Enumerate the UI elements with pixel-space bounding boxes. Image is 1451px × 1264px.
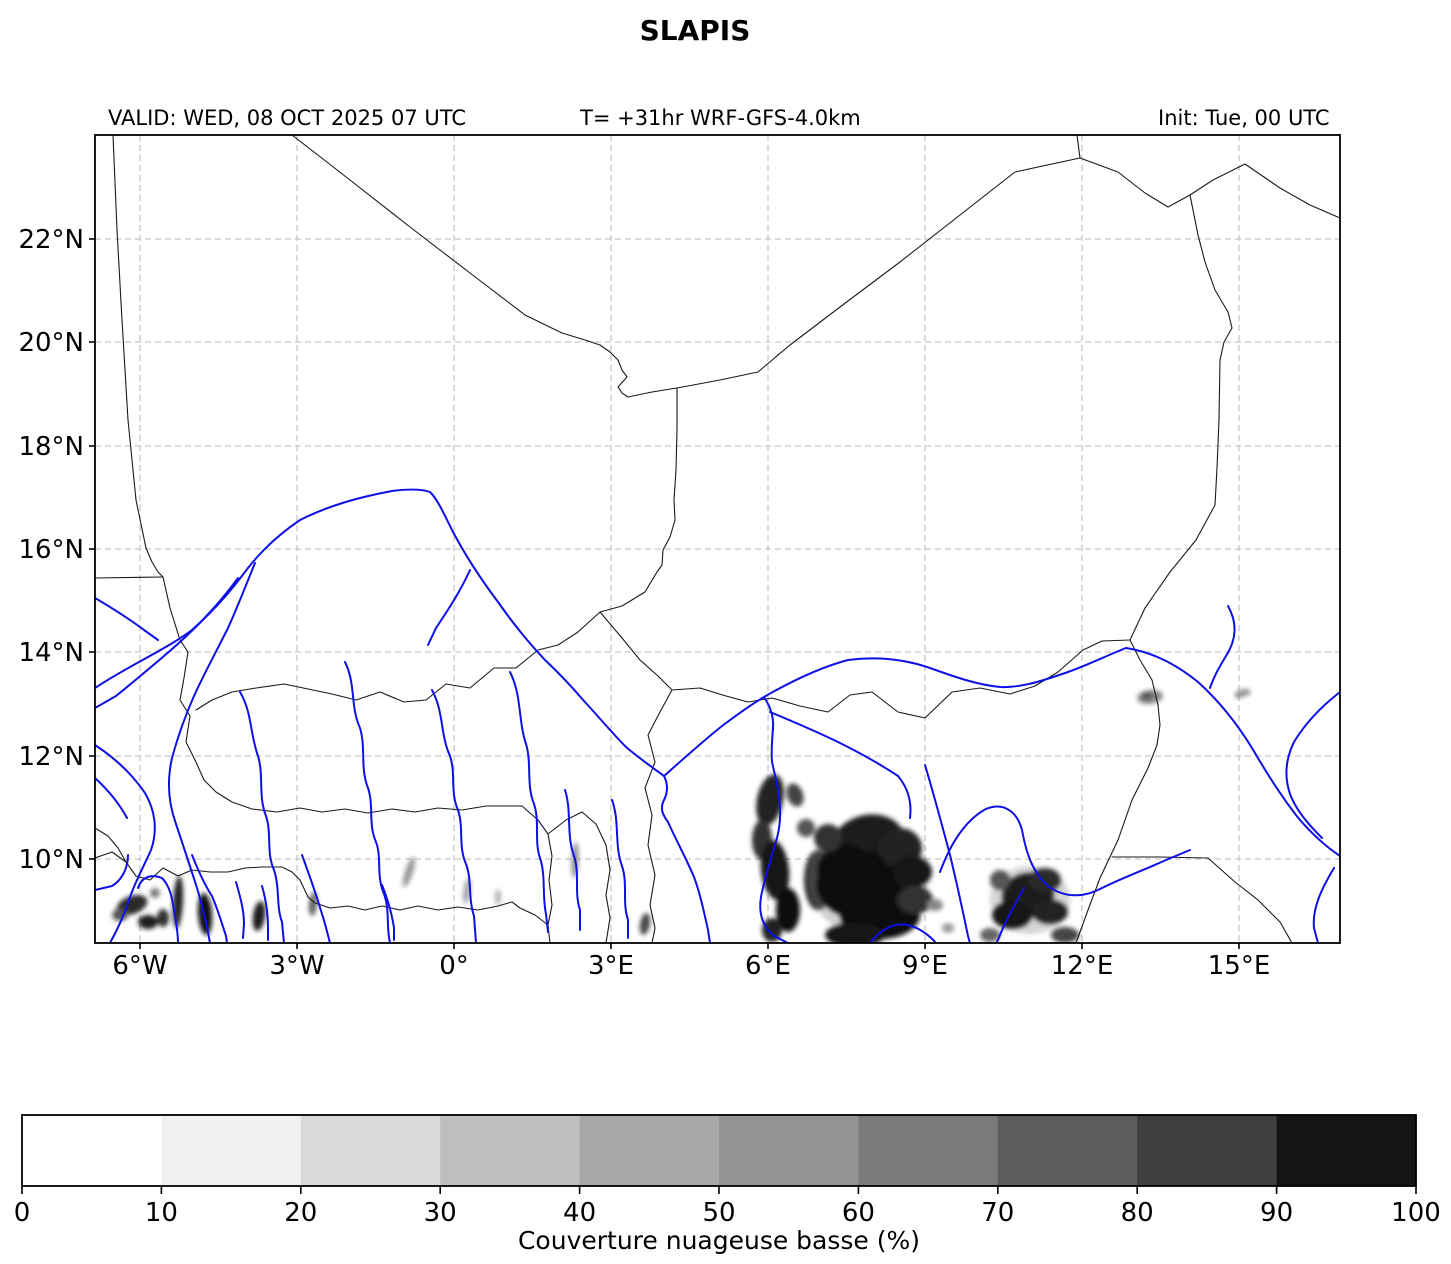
colorbar-segment [440,1115,581,1186]
y-axis-tick-labels: 22°N 20°N 18°N 16°N 14°N 12°N 10°N [18,225,84,875]
colorbar-tick-marks [21,1186,1417,1194]
colorbar-tick-labels: 0 10 20 30 40 50 60 70 80 90 100 [14,1198,1441,1228]
init-time-text: Init: Tue, 00 UTC [1158,106,1330,130]
colorbar-tick-label: 0 [14,1198,31,1228]
x-tick-label: 15°E [1208,951,1271,981]
colorbar-segment [1276,1115,1417,1186]
colorbar-segment [1137,1115,1278,1186]
colorbar-label: Couverture nuageuse basse (%) [518,1226,920,1255]
colorbar-segment [579,1115,720,1186]
axis-tick-marks [89,238,1240,949]
y-tick-label: 12°N [18,742,84,772]
colorbar-tick-label: 90 [1260,1198,1293,1228]
y-tick-label: 16°N [18,535,84,565]
x-tick-label: 3°E [588,951,634,981]
x-tick-label: 6°W [112,951,167,981]
y-tick-label: 20°N [18,328,84,358]
y-tick-label: 18°N [18,432,84,462]
x-axis-tick-labels: 6°W 3°W 0° 3°E 6°E 9°E 12°E 15°E [112,951,1270,981]
colorbar-tick-label: 40 [563,1198,596,1228]
colorbar-segment [300,1115,441,1186]
y-tick-label: 14°N [18,638,84,668]
valid-time-text: VALID: WED, 08 OCT 2025 07 UTC [108,106,466,130]
colorbar-tick-label: 20 [284,1198,317,1228]
colorbar-segment [719,1115,859,1186]
model-leadtime-text: T= +31hr WRF-GFS-4.0km [579,106,861,130]
colorbar-tick-label: 80 [1121,1198,1154,1228]
colorbar-segment [22,1115,162,1186]
grid-lines [95,135,1340,943]
x-tick-label: 3°W [269,951,324,981]
country-borders [95,135,1340,943]
colorbar-segments [22,1115,1417,1186]
colorbar-tick-label: 10 [145,1198,178,1228]
colorbar-segment [858,1115,999,1186]
x-tick-label: 12°E [1051,951,1114,981]
colorbar-tick-label: 60 [842,1198,875,1228]
map-frame [94,134,1341,944]
colorbar-tick-label: 50 [702,1198,735,1228]
x-tick-label: 0° [439,951,469,981]
colorbar-tick-label: 30 [424,1198,457,1228]
colorbar-tick-label: 70 [981,1198,1014,1228]
colorbar-segment [161,1115,302,1186]
cloud-cover-layer [112,688,1251,943]
colorbar-segment [997,1115,1138,1186]
figure-title: SLAPIS [640,14,751,47]
x-tick-label: 9°E [902,951,948,981]
y-tick-label: 10°N [18,845,84,875]
rivers [95,488,1340,943]
colorbar-tick-label: 100 [1391,1198,1441,1228]
x-tick-label: 6°E [745,951,791,981]
y-tick-label: 22°N [18,225,84,255]
